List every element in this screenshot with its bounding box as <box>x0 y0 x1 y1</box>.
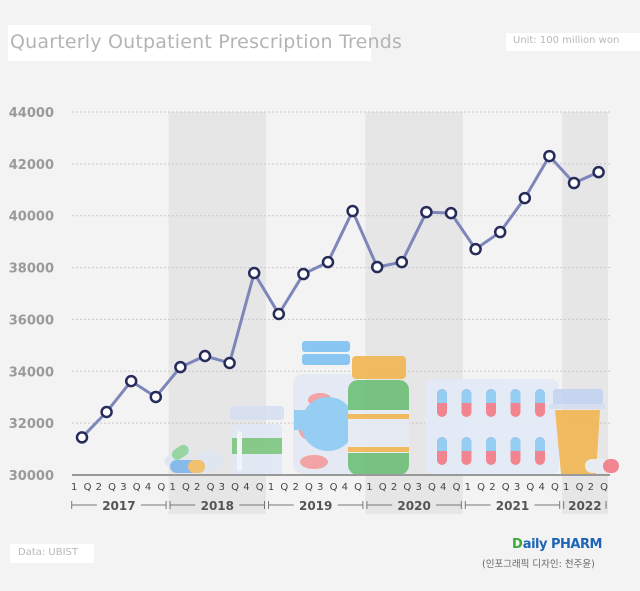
unit-background <box>506 33 640 51</box>
capsule-cap <box>486 389 496 403</box>
x-tick-label: 4 Q <box>538 482 560 493</box>
design-credit: (인포그래픽 디자인: 천주윤) <box>482 559 595 570</box>
data-point <box>223 356 236 370</box>
capsule-cap <box>437 389 447 403</box>
x-tick-label: 1 Q <box>366 482 388 493</box>
x-tick-label: 3 Q <box>219 482 241 493</box>
data-point <box>297 267 310 281</box>
data-point <box>198 349 212 363</box>
x-tick-label: 2 Q <box>194 482 216 493</box>
data-point <box>346 204 359 218</box>
data-point <box>100 405 113 419</box>
x-tick-label: 3 Q <box>514 482 536 493</box>
x-tick-label: 4 Q <box>145 482 167 493</box>
medicine-bottle-icon <box>348 356 409 475</box>
capsule-cap <box>510 437 521 451</box>
data-point <box>395 255 409 269</box>
data-point <box>370 260 384 274</box>
y-tick-label: 32000 <box>9 417 54 432</box>
y-tick-label: 44000 <box>9 106 54 121</box>
data-point <box>420 205 433 219</box>
data-point <box>592 165 605 179</box>
dailypharm-logo: Daily PHARM <box>512 537 602 552</box>
year-label: 2021 <box>496 499 529 513</box>
y-tick-label: 42000 <box>9 158 54 173</box>
data-point <box>321 255 335 269</box>
y-tick-label: 38000 <box>9 262 54 277</box>
data-point <box>124 374 138 388</box>
year-label: 2017 <box>102 499 135 513</box>
x-tick-label: 2 Q <box>588 482 610 493</box>
year-label: 2019 <box>299 499 332 513</box>
data-point <box>493 225 507 239</box>
x-tick-label: 1 Q <box>563 482 585 493</box>
y-tick-label: 30000 <box>9 469 54 484</box>
x-tick-label: 1 Q <box>465 482 487 493</box>
unit-label: Unit: 100 million won <box>513 35 620 46</box>
pills-icon <box>164 444 224 473</box>
data-point <box>543 149 556 163</box>
capsule-cap <box>535 389 545 403</box>
x-tick-label: 2 Q <box>489 482 511 493</box>
capsule-cap <box>461 389 472 403</box>
capsule-cap <box>510 389 521 403</box>
data-point <box>518 191 532 205</box>
data-point <box>469 242 482 256</box>
blister-pack-icon <box>425 379 559 475</box>
year-label: 2022 <box>568 499 601 513</box>
medicine-cup-icon <box>549 389 619 474</box>
data-point <box>75 431 89 444</box>
pill-bottle-icon <box>293 341 359 474</box>
data-point <box>174 360 187 374</box>
x-tick-label: 1 Q <box>169 482 191 493</box>
x-tick-label: 2 Q <box>292 482 314 493</box>
x-tick-label: 3 Q <box>317 482 339 493</box>
jar-icon <box>230 406 284 475</box>
x-tick-label: 2 Q <box>96 482 118 493</box>
y-tick-label: 40000 <box>9 210 54 225</box>
y-tick-label: 36000 <box>9 313 54 328</box>
year-label: 2020 <box>397 499 430 513</box>
data-point <box>272 307 286 321</box>
x-tick-label: 3 Q <box>120 482 142 493</box>
data-point <box>149 390 163 404</box>
chart-title: Quarterly Outpatient Prescription Trends <box>10 31 403 53</box>
data-point <box>444 206 458 220</box>
data-source: Data: UBIST <box>18 547 79 558</box>
medicine-illustrations <box>164 341 619 475</box>
capsule-cap <box>437 437 447 451</box>
logo-text: aily PHARM <box>522 537 603 552</box>
year-labels: 2017 2018 2019 2020 2021 2022 <box>71 499 607 513</box>
capsule-cap <box>535 437 545 451</box>
x-tick-label: 4 Q <box>440 482 462 493</box>
y-tick-label: 34000 <box>9 365 54 380</box>
x-tick-label: 4 Q <box>342 482 364 493</box>
logo-letter: D <box>512 537 523 552</box>
capsule-cap <box>486 437 496 451</box>
x-tick-label: 2 Q <box>391 482 413 493</box>
x-tick-label: 4 Q <box>243 482 265 493</box>
data-point <box>247 266 261 280</box>
x-tick-label: 1 Q <box>71 482 93 493</box>
series-line <box>80 154 600 439</box>
data-point <box>567 176 581 190</box>
year-label: 2018 <box>201 499 234 513</box>
capsule-cap <box>461 437 472 451</box>
x-tick-label: 1 Q <box>268 482 290 493</box>
x-tick-label: 3 Q <box>415 482 437 493</box>
source-background <box>10 544 94 563</box>
y-axis-ticks: 30000 32000 34000 36000 38000 40000 42000 44000 <box>9 106 54 484</box>
title-background <box>8 25 371 61</box>
data-markers <box>75 149 605 444</box>
